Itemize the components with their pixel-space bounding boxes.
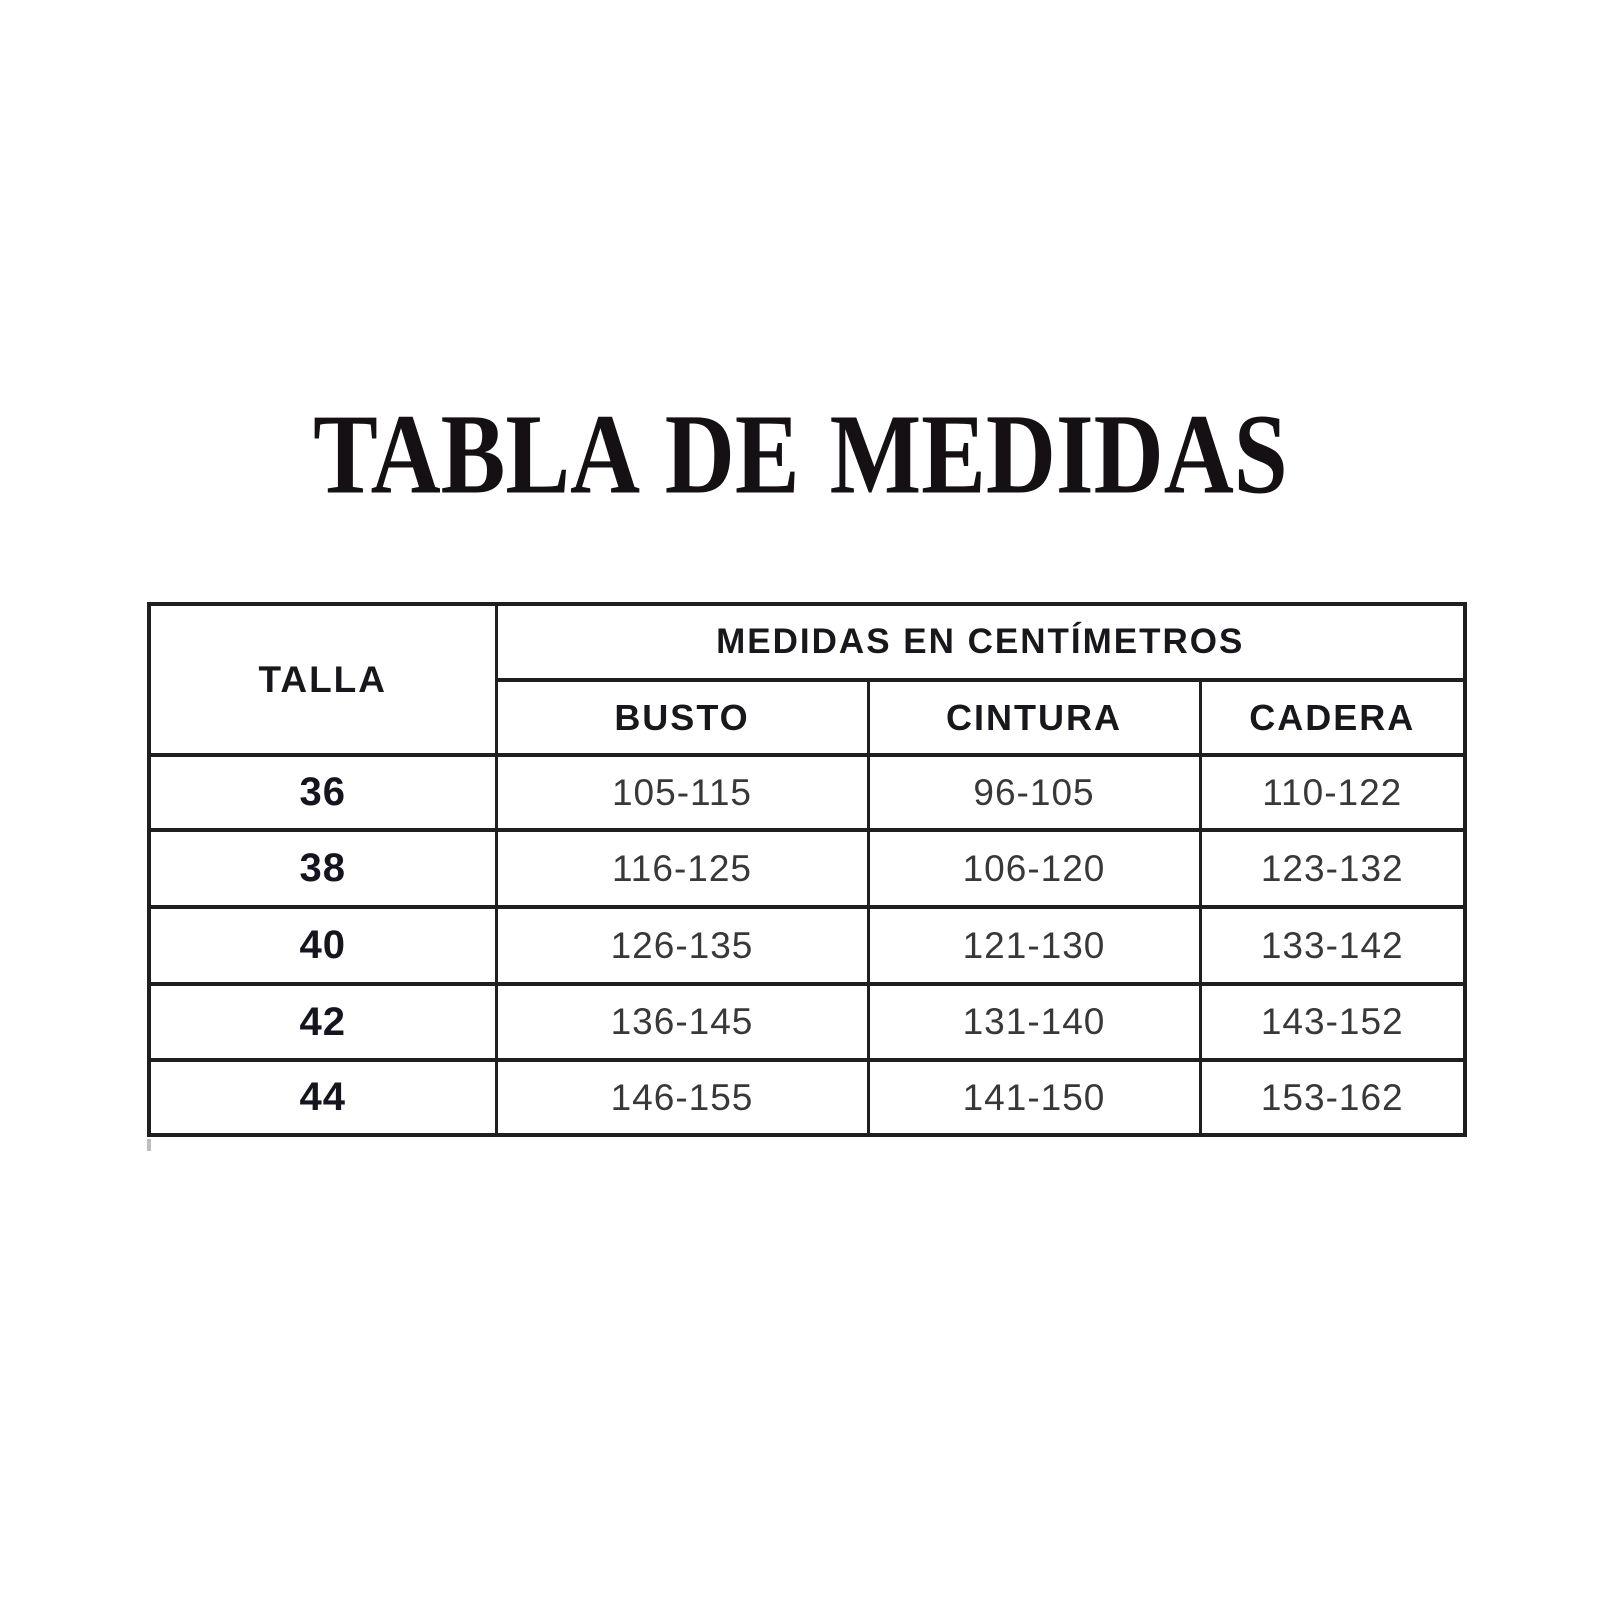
talla-value: 42 xyxy=(147,982,498,1062)
page-title-wrap: TABLA DE MEDIDAS xyxy=(0,397,1600,511)
talla-value: 44 xyxy=(147,1058,498,1137)
busto-header: BUSTO xyxy=(494,678,870,757)
measures-group-header: MEDIDAS EN CENTÍMETROS xyxy=(494,602,1467,682)
talla-value: 36 xyxy=(147,753,498,832)
busto-value: 116-125 xyxy=(494,828,870,909)
talla-header: TALLA xyxy=(147,602,498,757)
busto-value: 146-155 xyxy=(494,1058,870,1137)
cintura-value: 131-140 xyxy=(866,982,1202,1062)
scan-artifact-mark xyxy=(147,1139,151,1151)
table-row: 40 126-135 121-130 133-142 xyxy=(147,905,1467,986)
cadera-value: 143-152 xyxy=(1198,982,1467,1062)
cintura-value: 106-120 xyxy=(866,828,1202,909)
cadera-value: 153-162 xyxy=(1198,1058,1467,1137)
talla-value: 40 xyxy=(147,905,498,986)
busto-value: 126-135 xyxy=(494,905,870,986)
cintura-value: 141-150 xyxy=(866,1058,1202,1137)
cadera-value: 110-122 xyxy=(1198,753,1467,832)
busto-value: 136-145 xyxy=(494,982,870,1062)
table-row: 44 146-155 141-150 153-162 xyxy=(147,1058,1467,1137)
page-title: TABLA DE MEDIDAS xyxy=(312,391,1288,518)
table-row: 38 116-125 106-120 123-132 xyxy=(147,828,1467,909)
busto-value: 105-115 xyxy=(494,753,870,832)
header-row-columns: BUSTO CINTURA CADERA xyxy=(149,678,1467,757)
talla-value: 38 xyxy=(147,828,498,909)
cadera-value: 123-132 xyxy=(1198,828,1467,909)
cintura-value: 96-105 xyxy=(866,753,1202,832)
cadera-value: 133-142 xyxy=(1198,905,1467,986)
cadera-header: CADERA xyxy=(1198,678,1467,757)
cintura-header: CINTURA xyxy=(866,678,1202,757)
table-row: 42 136-145 131-140 143-152 xyxy=(147,982,1467,1062)
cintura-value: 121-130 xyxy=(866,905,1202,986)
size-table: TALLA MEDIDAS EN CENTÍMETROS BUSTO CINTU… xyxy=(147,602,1467,1137)
table-row: 36 105-115 96-105 110-122 xyxy=(147,753,1467,832)
header-row-group: TALLA MEDIDAS EN CENTÍMETROS xyxy=(147,602,1467,757)
